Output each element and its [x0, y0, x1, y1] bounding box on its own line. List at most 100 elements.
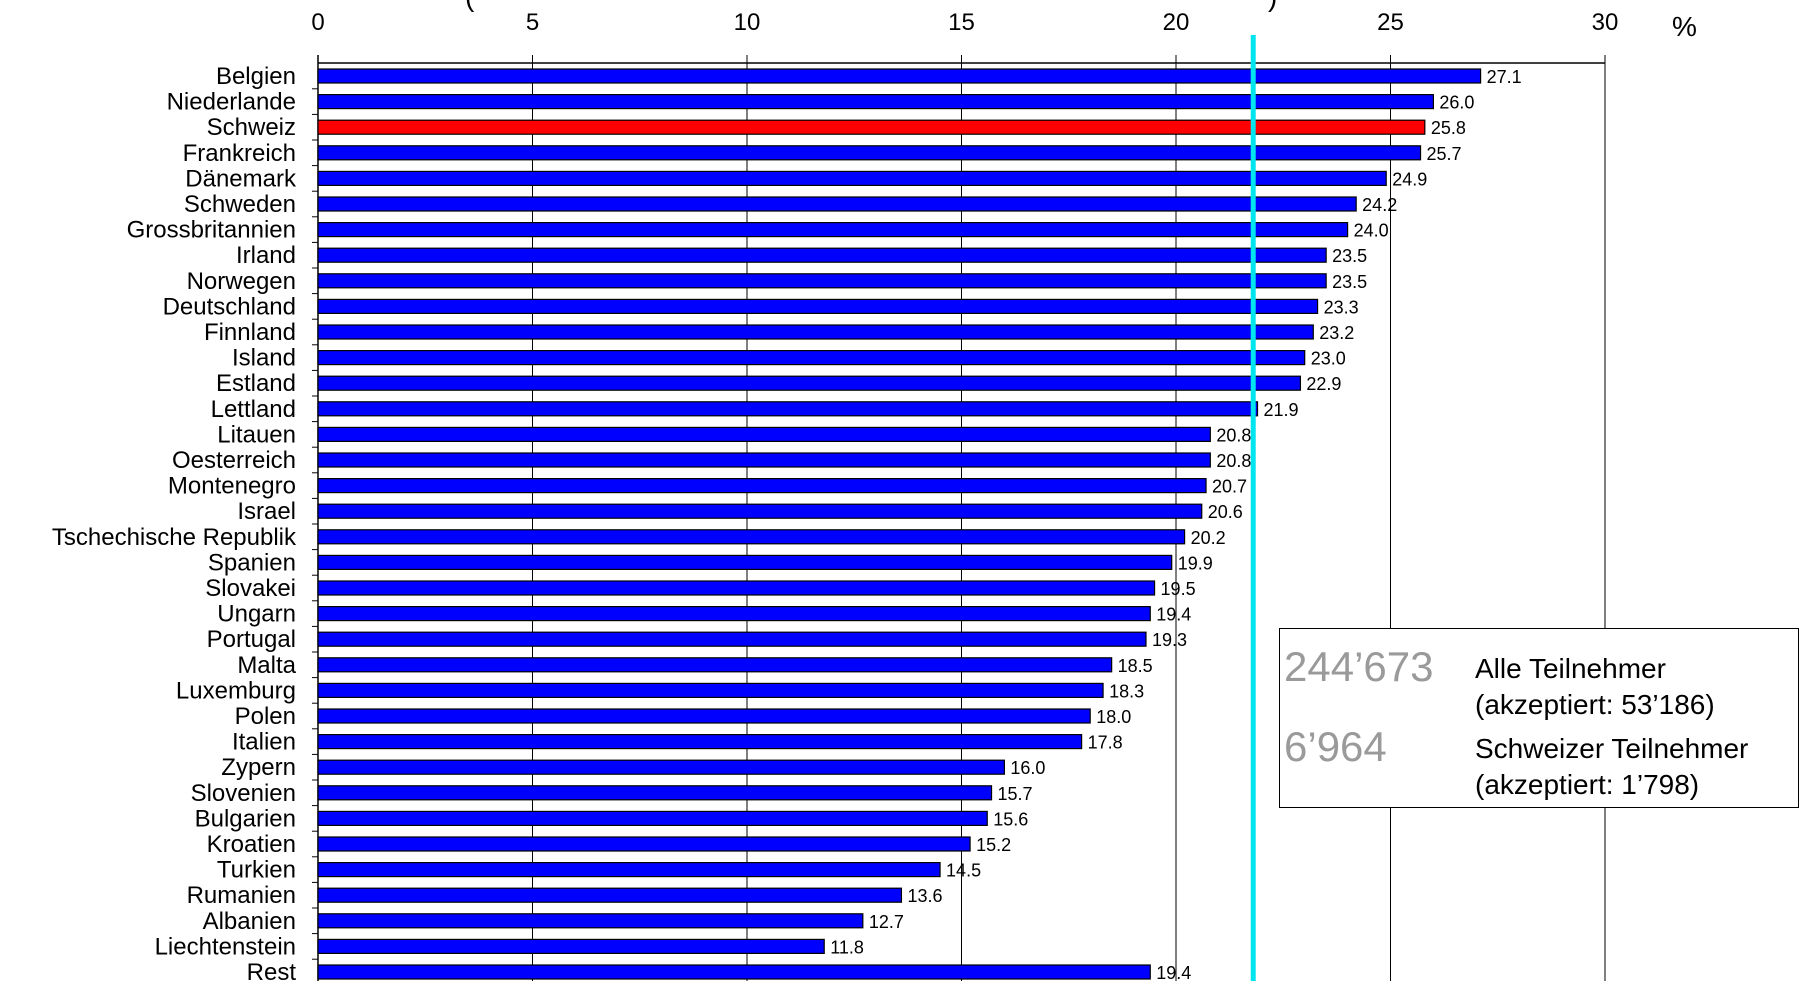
bar — [317, 554, 1173, 571]
x-tick-label: 5 — [526, 9, 539, 36]
category-label: Litauen — [217, 421, 296, 448]
bar — [317, 887, 903, 903]
value-label: 15.6 — [993, 809, 1028, 829]
category-label: Slovenien — [191, 780, 296, 807]
category-label: Slovakei — [205, 575, 296, 602]
value-label: 27.1 — [1487, 67, 1522, 87]
value-label: 23.3 — [1324, 297, 1359, 317]
legend-count-all: 244’673 — [1284, 643, 1434, 690]
bar — [317, 529, 1186, 545]
bar — [317, 733, 1083, 750]
category-label: Rumanien — [187, 882, 296, 909]
category-label: Estland — [216, 370, 296, 397]
category-label: Belgien — [216, 63, 296, 90]
bar — [317, 938, 825, 955]
value-label: 20.7 — [1212, 477, 1247, 497]
category-label: Island — [232, 345, 296, 372]
bar — [317, 861, 941, 878]
category-label: Zypern — [221, 754, 296, 781]
value-label: 24.9 — [1392, 169, 1427, 189]
value-label: 18.5 — [1118, 656, 1153, 676]
value-label: 19.5 — [1161, 579, 1196, 599]
category-label: Bulgarien — [195, 805, 296, 832]
category-label: Portugal — [207, 626, 296, 653]
value-label: 19.4 — [1156, 963, 1191, 981]
bar — [317, 196, 1357, 212]
category-label: Ungarn — [217, 601, 296, 628]
bar — [317, 785, 993, 801]
bar — [317, 836, 971, 852]
bar — [317, 375, 1302, 391]
category-label: Frankreich — [183, 140, 296, 167]
category-label: Schweiz — [207, 114, 296, 141]
bar — [317, 708, 1091, 724]
bar — [317, 631, 1147, 647]
bar — [317, 298, 1319, 314]
value-label: 24.0 — [1354, 221, 1389, 241]
category-label: Finnland — [204, 319, 296, 346]
category-label: Lettland — [211, 396, 296, 423]
value-label: 26.0 — [1439, 93, 1474, 113]
category-label: Italien — [232, 729, 296, 756]
bars — [312, 68, 1482, 980]
x-tick-label: 20 — [1163, 9, 1190, 36]
value-labels: 27.1 26.0 25.8 25.724.9 24.2 24.0 23.5 23.5 23.3… — [830, 67, 1521, 981]
title-fragments: () — [465, 0, 1277, 12]
category-label: Israel — [237, 498, 296, 525]
category-label: Luxemburg — [176, 677, 296, 704]
value-label: 18.3 — [1109, 681, 1144, 701]
title-fragment: ( — [465, 0, 475, 12]
category-label: Spanien — [208, 549, 296, 576]
value-label: 16.0 — [1010, 758, 1045, 778]
category-label: Montenegro — [168, 473, 296, 500]
category-label: Grossbritannien — [127, 217, 296, 244]
category-label: Oesterreich — [172, 447, 296, 474]
bar — [317, 119, 1426, 135]
x-tick-label: 25 — [1377, 9, 1404, 36]
value-label: 24.2 — [1362, 195, 1397, 215]
value-label: 22.9 — [1306, 374, 1341, 394]
category-label: Schweden — [184, 191, 296, 218]
category-labels: BelgienNiederlandeSchweizFrankreichDänem… — [52, 63, 297, 981]
category-label: Rest — [247, 959, 297, 981]
value-label: 23.5 — [1332, 272, 1367, 292]
value-label: 14.5 — [946, 861, 981, 881]
x-tick-label: 30 — [1592, 9, 1619, 36]
bar — [317, 452, 1211, 468]
category-label: Tschechische Republik — [52, 524, 297, 551]
x-axis-ticks: 0 5 10 15 20 25 30 — [311, 9, 1618, 36]
value-label: 17.8 — [1088, 733, 1123, 753]
value-label: 23.0 — [1311, 349, 1346, 369]
category-label: Polen — [235, 703, 296, 730]
category-label: Norwegen — [187, 268, 296, 295]
category-label: Turkien — [217, 857, 296, 884]
bar — [317, 605, 1151, 622]
bar — [317, 93, 1435, 110]
value-label: 15.2 — [976, 835, 1011, 855]
value-label: 19.4 — [1156, 605, 1191, 625]
bar — [317, 273, 1327, 289]
bar — [317, 913, 864, 929]
title-fragment: ) — [1268, 0, 1277, 12]
category-label: Malta — [237, 652, 296, 679]
bar — [317, 810, 988, 827]
bar — [317, 964, 1151, 980]
bar — [317, 145, 1422, 161]
category-label: Irland — [236, 242, 296, 269]
category-label: Deutschland — [163, 293, 296, 320]
value-label: 25.7 — [1427, 144, 1462, 164]
bar — [317, 657, 1113, 673]
value-label: 25.8 — [1431, 118, 1466, 138]
bar — [317, 426, 1211, 442]
value-label: 19.3 — [1152, 630, 1187, 650]
legend-accepted-all: (akzeptiert: 53’186) — [1475, 689, 1715, 720]
bar — [317, 247, 1327, 263]
value-label: 23.2 — [1319, 323, 1354, 343]
category-label: Albanien — [203, 908, 296, 935]
value-label: 13.6 — [907, 886, 942, 906]
bar — [317, 478, 1207, 494]
category-label: Dänemark — [185, 165, 297, 192]
bar — [317, 68, 1482, 84]
bar — [317, 503, 1203, 519]
